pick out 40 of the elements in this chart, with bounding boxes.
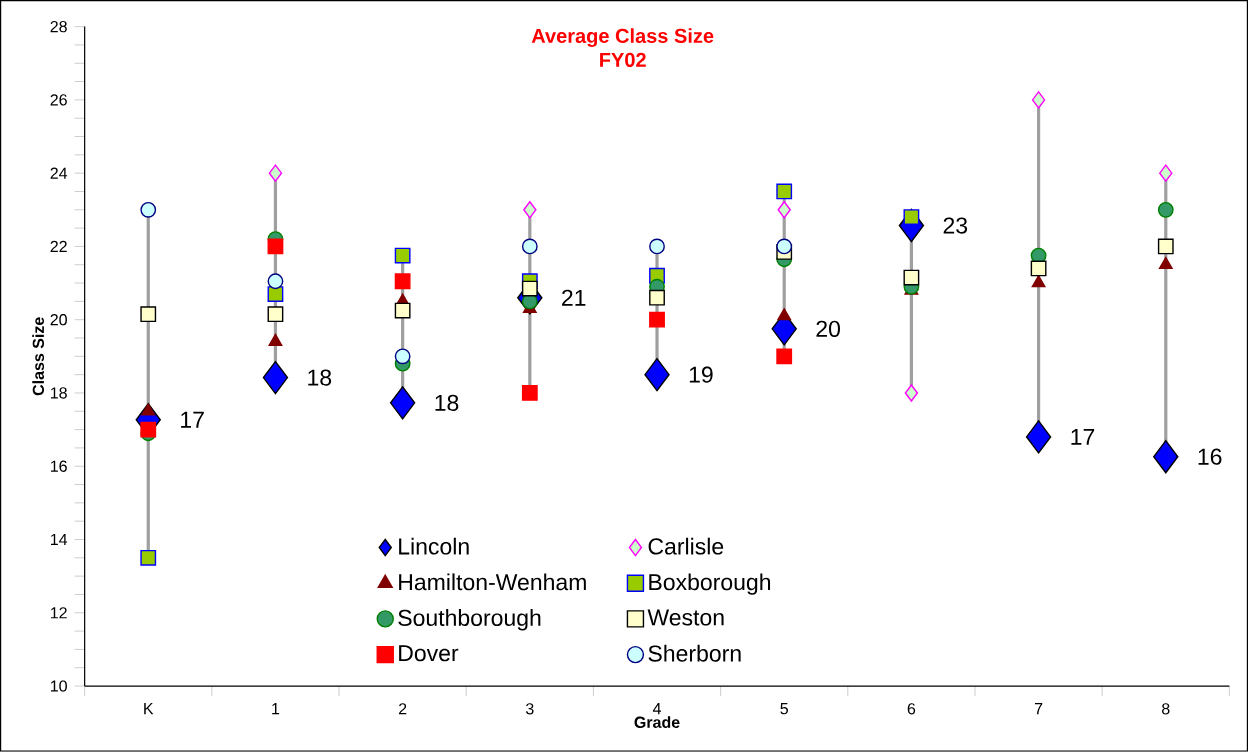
x-tick-label: 6 bbox=[907, 703, 916, 715]
data-label: 18 bbox=[308, 369, 332, 386]
data-label: 17 bbox=[181, 411, 204, 428]
y-tick-label: 20 bbox=[50, 314, 67, 326]
data-label: 23 bbox=[943, 217, 968, 234]
legend-label: Carlisle bbox=[648, 537, 724, 555]
legend-label: Lincoln bbox=[399, 537, 469, 555]
data-label: 19 bbox=[689, 366, 713, 383]
x-tick-label: 8 bbox=[1162, 703, 1170, 715]
data-label: 17 bbox=[1071, 429, 1095, 445]
x-tick-label: 4 bbox=[652, 703, 662, 715]
x-tick-label: 2 bbox=[399, 703, 407, 715]
y-tick-label: 28 bbox=[50, 21, 67, 33]
y-tick-label: 12 bbox=[50, 607, 67, 619]
y-tick-label: 22 bbox=[50, 241, 67, 253]
data-label: 18 bbox=[435, 394, 459, 412]
y-tick-label: 10 bbox=[50, 680, 67, 692]
legend-label: Hamilton-Wenham bbox=[399, 573, 586, 591]
legend-label: Southborough bbox=[398, 609, 541, 631]
y-axis-title: Class Size bbox=[32, 317, 45, 396]
x-axis-title: Grade bbox=[634, 716, 680, 729]
y-tick-label: 24 bbox=[50, 167, 68, 179]
data-label: 21 bbox=[562, 289, 586, 306]
data-label: 20 bbox=[816, 320, 840, 338]
legend-label: Boxborough bbox=[649, 573, 771, 595]
y-tick-label: 18 bbox=[50, 387, 67, 399]
y-tick-label: 16 bbox=[50, 460, 67, 473]
chart-title: Average Class Size bbox=[531, 28, 714, 48]
text: FY02 bbox=[600, 52, 646, 68]
data-label: 16 bbox=[1198, 448, 1222, 466]
legend-label: Sherborn bbox=[648, 644, 741, 662]
legend-label: Dover bbox=[399, 645, 459, 662]
x-tick-label: 1 bbox=[272, 703, 280, 715]
x-tick-label: 3 bbox=[525, 703, 534, 715]
legend-label: Weston bbox=[647, 609, 724, 626]
y-tick-label: 26 bbox=[50, 94, 67, 106]
x-tick-label: K bbox=[144, 703, 154, 715]
x-tick-label: 7 bbox=[1034, 703, 1043, 715]
x-tick-label: 5 bbox=[780, 703, 788, 715]
y-tick-label: 14 bbox=[50, 534, 68, 546]
